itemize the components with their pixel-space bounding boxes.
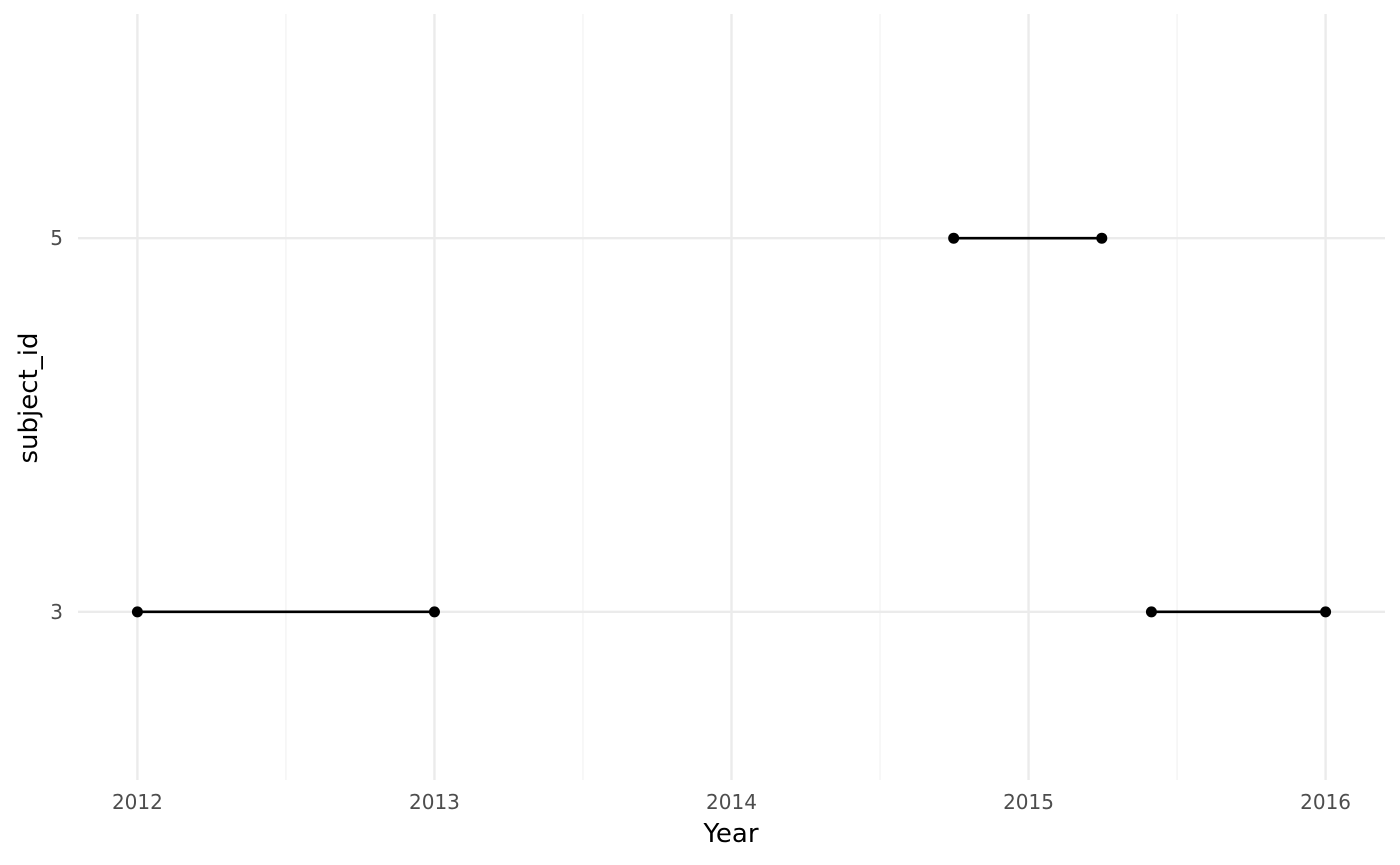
segment-start-point — [948, 232, 960, 244]
x-axis-tick-labels: 2012 2013 2014 2015 2016 — [112, 790, 1351, 814]
data-marks — [131, 232, 1332, 618]
x-tick-label: 2016 — [1300, 790, 1351, 814]
y-axis-tick-labels: 35 — [50, 226, 63, 624]
x-axis-title: Year — [702, 819, 758, 849]
segment-end-point — [1320, 606, 1332, 618]
x-tick-label: 2012 — [112, 790, 163, 814]
y-tick-label: 3 — [50, 600, 63, 624]
segment-end-point — [428, 606, 440, 618]
segment-start-point — [1145, 606, 1157, 618]
x-tick-label: 2013 — [409, 790, 460, 814]
y-tick-label: 5 — [50, 226, 63, 250]
x-tick-label: 2015 — [1003, 790, 1054, 814]
x-tick-label: 2014 — [706, 790, 757, 814]
y-axis-title: subject_id — [14, 333, 44, 464]
segment-end-point — [1096, 232, 1108, 244]
grid-lines — [78, 14, 1385, 780]
segment-start-point — [131, 606, 143, 618]
